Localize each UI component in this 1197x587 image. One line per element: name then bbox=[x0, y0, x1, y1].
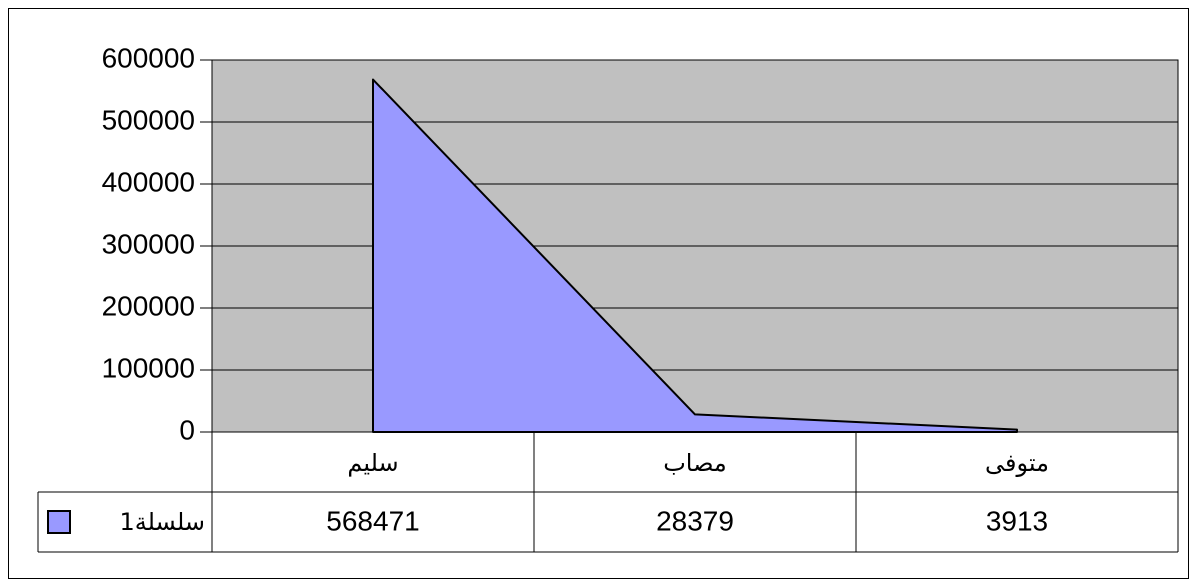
y-tick-label: 100000 bbox=[102, 352, 195, 383]
y-tick-label: 0 bbox=[179, 414, 195, 445]
table-value: 3913 bbox=[986, 505, 1048, 536]
y-tick-label: 600000 bbox=[102, 42, 195, 73]
y-tick-label: 200000 bbox=[102, 290, 195, 321]
y-tick-label: 400000 bbox=[102, 166, 195, 197]
x-tick-label: مصاب bbox=[663, 449, 727, 477]
table-value: 28379 bbox=[656, 505, 734, 536]
x-tick-label: سليم bbox=[347, 449, 398, 477]
y-tick-label: 500000 bbox=[102, 104, 195, 135]
x-tick-label: متوفى bbox=[985, 449, 1049, 477]
legend-swatch bbox=[47, 510, 71, 534]
y-tick-label: 300000 bbox=[102, 228, 195, 259]
table-value: 568471 bbox=[326, 505, 419, 536]
legend-label: سلسلة1 bbox=[119, 508, 205, 536]
